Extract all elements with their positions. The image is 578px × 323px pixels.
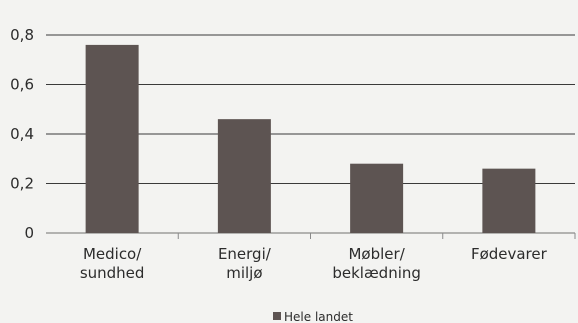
y-tick-label: 0,4 [10, 125, 34, 143]
bar [85, 44, 139, 234]
legend: Hele landet [273, 310, 353, 323]
legend-swatch [273, 312, 281, 320]
y-tick-label: 0,6 [10, 76, 34, 94]
x-tick-label: Energi/miljø [218, 245, 272, 282]
x-tick-label: Medico/sundhed [80, 245, 145, 282]
x-tick-label: Møbler/beklædning [332, 245, 421, 282]
bar [217, 119, 271, 233]
y-axis: 0 0,2 0,4 0,6 0,8 [10, 26, 34, 242]
bar [482, 168, 536, 233]
bar [350, 163, 404, 233]
y-tick-label: 0,2 [10, 175, 34, 193]
bars [85, 44, 536, 234]
legend-label: Hele landet [284, 310, 353, 323]
y-tick-label: 0 [24, 224, 34, 242]
x-axis: Medico/sundhed Energi/miljø Møbler/beklædn… [80, 233, 576, 282]
y-tick-label: 0,8 [10, 26, 34, 44]
x-tick-label: Fødevarer [471, 245, 548, 263]
